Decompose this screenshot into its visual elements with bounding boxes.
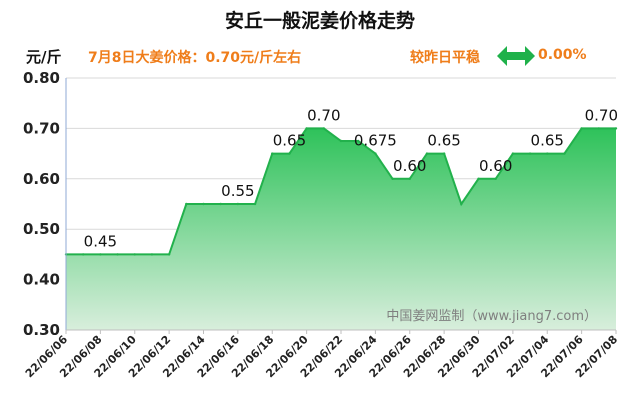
data-point	[597, 127, 601, 130]
area-fill	[66, 128, 616, 330]
y-tick-label: 0.70	[23, 119, 60, 137]
data-point	[546, 152, 549, 155]
data-label: 0.70	[585, 106, 618, 124]
data-point	[185, 202, 188, 206]
data-point	[374, 152, 377, 155]
data-point	[442, 152, 446, 155]
y-tick-label: 0.50	[23, 220, 60, 238]
compare-note: 较昨日平稳	[410, 50, 480, 66]
data-point	[288, 152, 291, 155]
data-label: 0.60	[479, 157, 512, 175]
data-point	[580, 127, 583, 130]
y-tick-label: 0.80	[23, 69, 60, 87]
data-point	[150, 253, 154, 256]
y-axis-unit: 元/斤	[26, 48, 62, 66]
data-point	[425, 152, 429, 155]
data-point	[116, 253, 119, 256]
data-point	[271, 152, 274, 155]
data-label: 0.65	[531, 132, 564, 150]
data-label: 0.55	[221, 182, 254, 200]
watermark: 中国姜网监制（www.jiang7.com）	[386, 309, 597, 324]
y-tick-label: 0.40	[23, 271, 60, 289]
data-label: 0.65	[273, 132, 306, 150]
data-point	[253, 202, 257, 206]
data-point	[614, 127, 618, 130]
data-point	[305, 127, 308, 130]
data-point	[81, 253, 85, 256]
data-point	[236, 202, 240, 206]
data-point	[477, 177, 480, 180]
change-percent: 0.00%	[538, 47, 587, 63]
data-point	[339, 139, 343, 143]
data-point	[322, 127, 326, 130]
left-right-arrow-icon	[497, 46, 535, 66]
price-area	[64, 127, 618, 330]
data-point	[99, 253, 102, 256]
data-point	[167, 253, 171, 256]
data-label: 0.70	[307, 106, 340, 124]
data-label: 0.675	[354, 132, 397, 150]
data-point	[460, 202, 463, 206]
today-price-note: 7月8日大姜价格：0.70元/斤左右	[88, 50, 302, 66]
data-point	[563, 152, 566, 155]
data-point	[494, 177, 497, 180]
y-tick-label: 0.30	[23, 321, 60, 339]
y-tick-label: 0.60	[23, 170, 60, 188]
data-point	[356, 139, 360, 143]
data-labels: 0.450.550.650.700.6750.600.650.600.650.7…	[84, 106, 618, 250]
data-point	[408, 177, 411, 180]
chart-title: 安丘一般泥姜价格走势	[224, 10, 415, 32]
data-point	[133, 253, 136, 256]
data-point	[202, 202, 205, 206]
data-point	[511, 152, 515, 155]
data-label: 0.45	[84, 232, 117, 250]
data-label: 0.60	[393, 157, 426, 175]
data-point	[219, 202, 222, 206]
data-point	[528, 152, 532, 155]
data-label: 0.65	[427, 132, 460, 150]
data-point	[391, 177, 394, 180]
